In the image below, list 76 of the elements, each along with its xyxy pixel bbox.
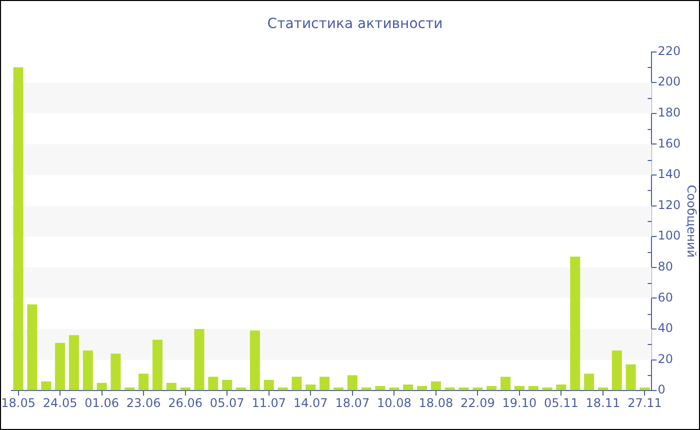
bar — [110, 354, 121, 390]
y-tick-label: 180 — [658, 106, 681, 120]
x-tick-label: 11.07 — [252, 396, 286, 410]
bar — [556, 384, 566, 390]
bar — [430, 381, 441, 390]
bar — [347, 375, 358, 390]
x-tick-label: 18.11 — [586, 396, 620, 410]
x-tick-label: 26.06 — [168, 396, 203, 410]
bar — [626, 364, 636, 390]
bar — [68, 335, 79, 390]
y-tick-label: 100 — [658, 228, 681, 243]
y-tick-label: 160 — [658, 136, 681, 150]
bar — [500, 376, 511, 390]
y-tick-label: 140 — [658, 167, 681, 182]
bar — [333, 388, 344, 390]
bar — [166, 382, 176, 390]
y-axis-title: Сообщений — [684, 184, 699, 258]
x-tick-label: 14.07 — [293, 396, 328, 410]
bar — [306, 384, 316, 390]
x-tick-label: 18.07 — [335, 396, 370, 410]
x-tick-label: 18.08 — [418, 396, 454, 410]
bar — [528, 386, 538, 390]
y-tick-label: 220 — [658, 44, 681, 58]
bar — [584, 374, 594, 390]
bar — [13, 67, 24, 390]
bar — [55, 342, 66, 390]
bar — [82, 350, 93, 390]
bar — [27, 304, 38, 390]
bar — [180, 388, 190, 390]
bar — [403, 384, 414, 390]
x-tick-label: 19.10 — [502, 396, 537, 410]
x-tick-label: 01.06 — [84, 396, 119, 410]
bar — [570, 256, 580, 390]
bar — [138, 374, 149, 390]
bar — [389, 388, 400, 390]
x-tick-label: 24.05 — [42, 396, 78, 410]
x-tick-label: 22.09 — [460, 396, 495, 410]
y-tick-label: 60 — [658, 290, 673, 304]
bar — [361, 388, 372, 390]
bar — [486, 386, 497, 390]
x-tick-label: 18.05 — [1, 396, 36, 410]
y-tick-label: 200 — [658, 74, 681, 89]
bar — [124, 388, 135, 390]
bar — [208, 376, 218, 390]
bar — [278, 388, 288, 390]
chart-title: Статистика активности — [267, 16, 443, 32]
bar — [514, 386, 524, 390]
bar — [41, 381, 52, 390]
x-tick-label: 05.11 — [544, 396, 578, 410]
bar — [375, 386, 386, 390]
bar — [236, 388, 246, 390]
bar — [96, 382, 107, 390]
bar — [320, 376, 330, 390]
bar — [416, 386, 428, 390]
bar — [598, 388, 608, 390]
bar — [152, 340, 163, 390]
x-tick-label: 05.07 — [210, 396, 244, 410]
y-tick-label: 80 — [658, 260, 673, 274]
y-tick-label: 40 — [658, 321, 673, 336]
bar — [640, 388, 650, 390]
bar — [250, 330, 260, 390]
bar — [458, 388, 469, 390]
x-tick-label: 10.08 — [376, 396, 412, 410]
x-tick-label: 23.06 — [126, 396, 161, 410]
bar — [472, 388, 483, 390]
x-tick-label: 27.11 — [628, 396, 662, 410]
bar — [292, 376, 302, 390]
bar — [444, 388, 455, 390]
y-tick-label: 120 — [658, 198, 681, 212]
bar — [264, 380, 274, 390]
y-tick-label: 20 — [658, 352, 673, 366]
bar — [194, 329, 204, 390]
bar — [222, 380, 232, 390]
bar — [612, 350, 622, 390]
y-tick-label: 0 — [658, 382, 666, 397]
bar — [542, 388, 552, 390]
